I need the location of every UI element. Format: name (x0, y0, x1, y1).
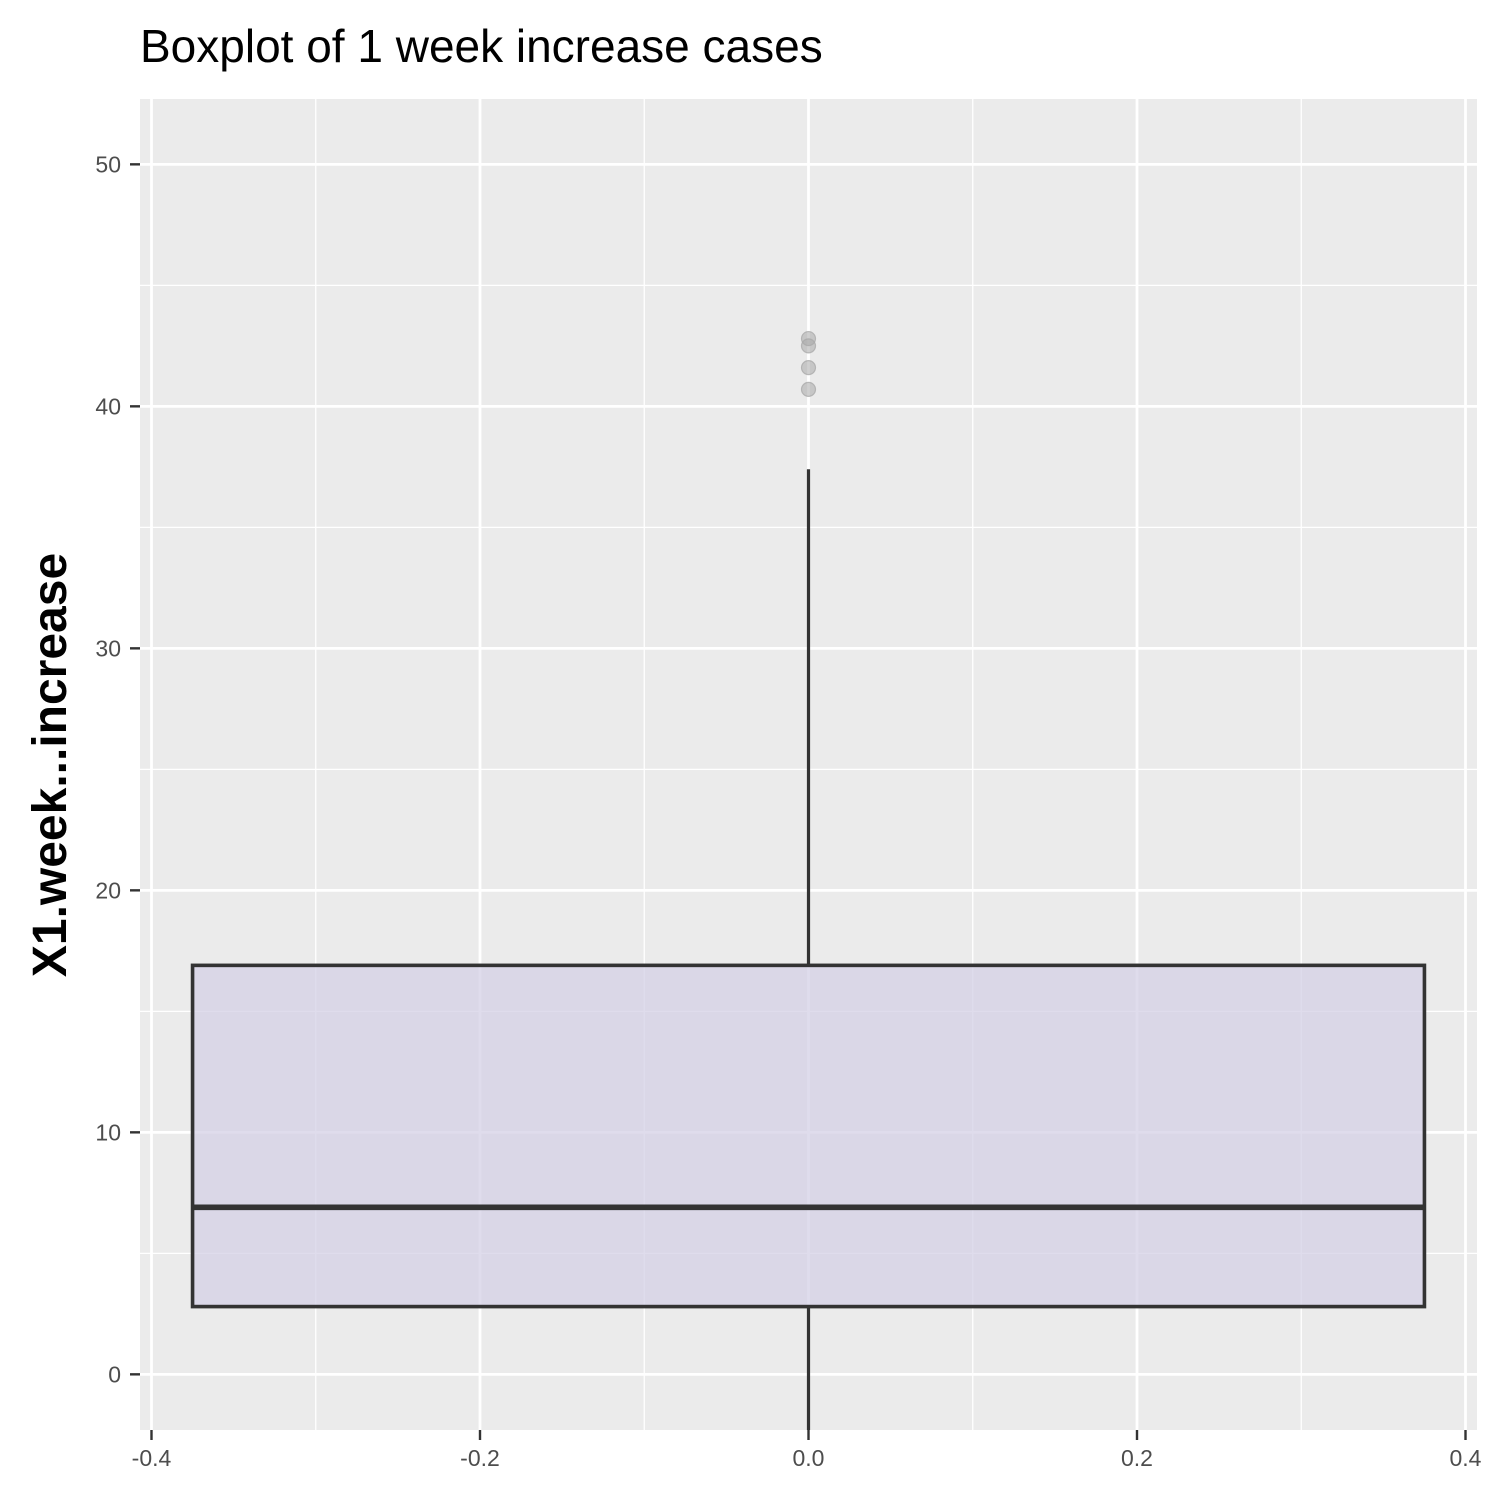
outlier-point (800, 381, 817, 397)
x-tick-label: -0.4 (132, 1445, 172, 1471)
x-tick-label: 0.0 (793, 1445, 825, 1471)
y-tick-label: 0 (108, 1361, 121, 1387)
y-tick-label: 40 (95, 393, 121, 419)
y-tick-label: 20 (95, 877, 121, 903)
box-layer (190, 330, 1427, 1430)
x-tick-label: -0.2 (460, 1445, 500, 1471)
outlier-point (800, 330, 817, 347)
box-iqr (190, 963, 1427, 1309)
outlier-point (800, 360, 817, 376)
y-axis-label: X1.week...increase (24, 553, 77, 977)
x-tick-label: 0.2 (1121, 1445, 1153, 1471)
y-tick-label: 50 (95, 151, 121, 177)
x-tick-label: 0.4 (1450, 1445, 1482, 1471)
y-tick-label: 30 (95, 635, 121, 661)
axes: 0 10 20 30 40 50 -0.4 -0.2 0.0 0.2 0.4 (95, 151, 1481, 1471)
chart-title: Boxplot of 1 week increase cases (140, 20, 823, 72)
y-tick-label: 10 (95, 1119, 121, 1145)
